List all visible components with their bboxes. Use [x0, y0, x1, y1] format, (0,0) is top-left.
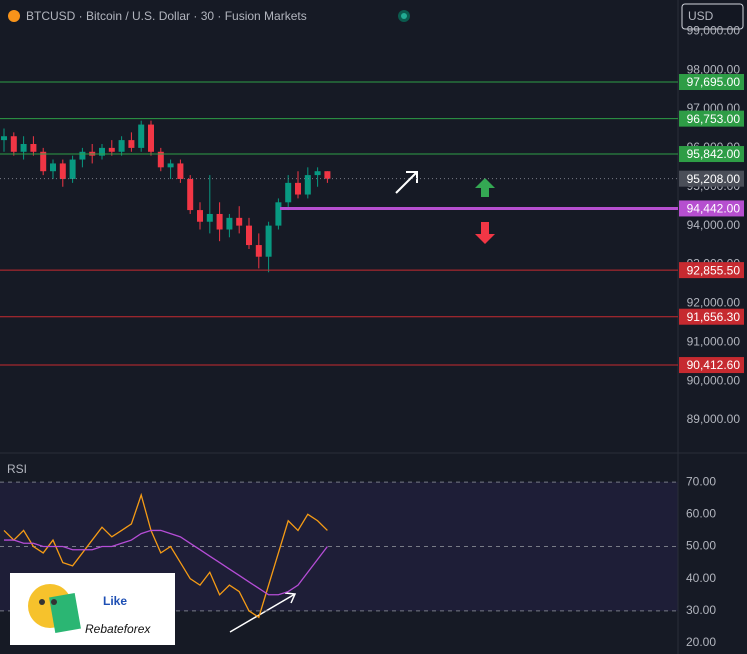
candle-body	[108, 147, 115, 152]
candle-body	[285, 182, 292, 203]
candle-body	[157, 151, 164, 168]
candle-body	[177, 163, 184, 179]
candle-body	[50, 163, 56, 172]
y-tick-label: 20.00	[686, 635, 716, 649]
y-tick-label: 70.00	[686, 474, 716, 488]
rsi-line	[4, 529, 328, 596]
y-tick-label: 60.00	[686, 506, 716, 520]
candle-body	[324, 171, 331, 179]
y-tick-label: 92,000.00	[687, 296, 741, 310]
logo-line2: Rebateforex	[85, 622, 151, 636]
y-tick-label: 99,000.00	[687, 23, 741, 37]
candle-body	[295, 182, 301, 195]
price-tag-label: 92,855.50	[687, 263, 741, 277]
price-tag-label: 95,208.00	[687, 172, 741, 186]
candle-body	[265, 225, 272, 257]
candle-body	[206, 213, 213, 222]
price-tag	[679, 146, 744, 163]
candle-body	[197, 210, 203, 222]
symbol-icon	[8, 10, 20, 22]
candle-body	[314, 171, 321, 176]
y-tick-label: 94,000.00	[687, 218, 741, 232]
up-arrow	[475, 178, 495, 197]
price-tag-label: 96,753.00	[687, 112, 741, 126]
y-tick-label: 30.00	[686, 603, 716, 617]
price-tag	[679, 170, 744, 187]
candle-body	[255, 245, 262, 257]
symbol-title: BTCUSD · Bitcoin / U.S. Dollar · 30 · Fu…	[26, 9, 307, 23]
candle-body	[40, 151, 47, 172]
candle-body	[138, 124, 145, 148]
candle-body	[216, 213, 223, 230]
candle-body	[187, 178, 194, 211]
candle-body	[1, 136, 7, 141]
price-tag-label: 94,442.00	[687, 202, 741, 216]
candle-body	[236, 217, 243, 226]
candle-body	[148, 124, 154, 152]
price-tag	[679, 74, 744, 91]
price-tag	[679, 200, 744, 217]
y-tick-label: 98,000.00	[687, 62, 741, 76]
candle-body	[69, 159, 76, 179]
candle-body	[20, 144, 27, 152]
candle-body	[10, 136, 17, 152]
candle-body	[167, 163, 174, 168]
y-tick-label: 90,000.00	[687, 373, 741, 387]
price-tag	[679, 110, 744, 127]
candle-body	[226, 217, 233, 230]
rsi-arrow	[229, 592, 297, 633]
y-tick-label: 91,000.00	[687, 334, 741, 348]
down-arrow	[475, 222, 495, 244]
candle-body	[304, 175, 311, 195]
candle-body	[59, 163, 66, 179]
candle-body	[30, 144, 37, 152]
y-tick-label: 50.00	[686, 539, 716, 553]
candle-body	[275, 202, 282, 226]
price-tag-label: 90,412.60	[687, 358, 741, 372]
price-tag	[679, 308, 744, 325]
status-dot-inner	[401, 13, 407, 19]
rsi-title: RSI	[7, 462, 27, 476]
currency-label: USD	[688, 9, 714, 23]
candle-body	[99, 147, 105, 156]
candle-body	[246, 225, 252, 246]
candle-body	[79, 151, 86, 160]
price-tag-label: 91,656.30	[687, 310, 741, 324]
candle-body	[128, 140, 135, 148]
arrow	[395, 171, 418, 194]
currency-button[interactable]	[681, 3, 744, 30]
price-tag	[679, 357, 744, 374]
y-tick-label: 40.00	[686, 571, 716, 585]
price-tag-label: 97,695.00	[687, 75, 741, 89]
price-tag-label: 95,842.00	[687, 147, 741, 161]
logo-line1: Like	[103, 594, 127, 608]
logo: Like Rebateforex	[10, 573, 175, 645]
rsi-line	[3, 492, 328, 619]
y-tick-label: 89,000.00	[687, 412, 741, 426]
price-tag	[679, 262, 744, 279]
candle-body	[118, 140, 125, 152]
